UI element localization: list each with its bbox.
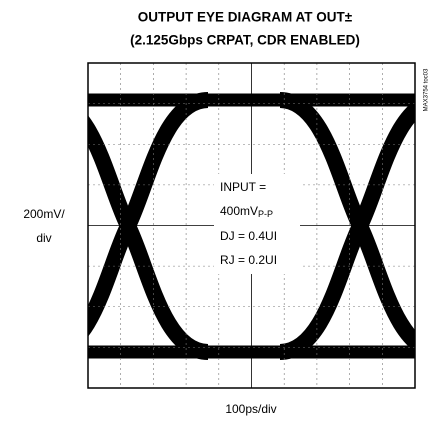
- eye-trace: [280, 100, 433, 352]
- annotation-subscript: P-P: [258, 209, 273, 219]
- chart-title: OUTPUT EYE DIAGRAM AT OUT±: [138, 10, 353, 25]
- annotation-text: INPUT =: [220, 180, 266, 194]
- eye-trace: [48, 100, 208, 352]
- x-label: 100ps/div: [225, 402, 276, 416]
- annotation: INPUT = 400mVP-P DJ = 0.4UI RJ = 0.2UI: [214, 174, 300, 274]
- y-label: div: [36, 231, 51, 245]
- y-label: 200mV/: [23, 207, 65, 221]
- annotation-text: 400mV: [220, 204, 258, 218]
- chart-subtitle: (2.125Gbps CRPAT, CDR ENABLED): [130, 33, 360, 48]
- chart: OUTPUT EYE DIAGRAM AT OUT± (2.125Gbps CR…: [0, 0, 433, 425]
- side-note: MAX3754 toc03: [424, 68, 430, 111]
- annotation-text: DJ = 0.4UI: [220, 229, 277, 243]
- annotation-text: RJ = 0.2UI: [220, 253, 277, 267]
